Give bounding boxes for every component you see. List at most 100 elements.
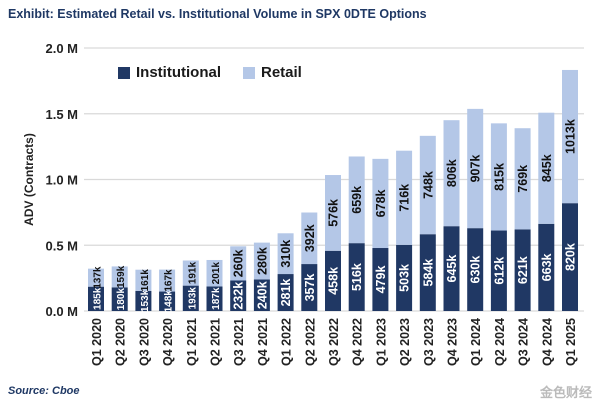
- data-label: 161k: [140, 269, 151, 292]
- data-label: 201k: [211, 262, 222, 285]
- data-label: 180k: [116, 288, 127, 311]
- data-label: 191k: [187, 262, 198, 285]
- y-tick-label: 2.0 M: [45, 41, 78, 56]
- x-tick-label: Q2 2021: [209, 318, 223, 366]
- source-note: Source: Cboe: [8, 385, 80, 397]
- x-tick-label: Q1 2021: [185, 318, 199, 366]
- bar-institutional: [396, 244, 413, 311]
- bar-retail: [277, 233, 294, 275]
- x-tick-label: Q2 2022: [303, 318, 317, 366]
- data-label: 148k: [164, 290, 175, 313]
- bar-institutional: [206, 286, 223, 311]
- bar-institutional: [348, 243, 365, 311]
- bar-retail: [206, 259, 223, 287]
- x-tick-label: Q1 2023: [374, 318, 388, 366]
- bar-institutional: [88, 286, 104, 311]
- data-label: 503k: [398, 264, 412, 292]
- bar-retail: [514, 128, 531, 230]
- legend: Institutional Retail: [118, 64, 302, 81]
- bar-institutional: [230, 280, 247, 311]
- bar-institutional: [159, 291, 176, 311]
- data-label: 663k: [540, 253, 554, 281]
- data-label: 357k: [303, 274, 317, 302]
- bar-institutional: [372, 248, 389, 311]
- x-tick-label: Q3 2021: [232, 318, 246, 366]
- x-tick-label: Q1 2020: [90, 318, 104, 366]
- bar-institutional: [111, 287, 128, 311]
- bar-institutional: [325, 250, 341, 311]
- data-label: 815k: [492, 163, 506, 191]
- legend-item-retail: Retail: [243, 64, 302, 81]
- data-label: 845k: [540, 154, 554, 182]
- data-label: 281k: [279, 279, 293, 307]
- data-label: 659k: [350, 186, 364, 214]
- bar-retail: [348, 156, 365, 244]
- x-tick-label: Q1 2024: [469, 318, 483, 366]
- bar-retail: [230, 246, 247, 281]
- data-label: 159k: [116, 265, 127, 288]
- data-label: 621k: [516, 256, 530, 284]
- data-label: 576k: [327, 199, 341, 227]
- x-tick-label: Q2 2023: [398, 318, 412, 366]
- bar-retail: [88, 268, 104, 287]
- data-label: 153k: [140, 289, 151, 312]
- x-tick-label: Q3 2022: [327, 318, 341, 366]
- data-label: 584k: [421, 259, 435, 287]
- bar-retail: [396, 150, 413, 245]
- data-label: 167k: [164, 269, 175, 292]
- bar-institutional: [443, 226, 460, 311]
- legend-item-institutional: Institutional: [118, 64, 221, 81]
- legend-label: Retail: [261, 64, 302, 81]
- bar-retail: [182, 260, 199, 286]
- bar-institutional: [253, 279, 270, 311]
- x-tick-label: Q4 2021: [256, 318, 270, 366]
- y-axis-label: ADV (Contracts): [22, 133, 36, 226]
- bar-retail: [253, 242, 270, 280]
- x-tick-label: Q3 2020: [137, 318, 151, 366]
- bar-retail: [467, 108, 484, 229]
- data-label: 280k: [255, 247, 269, 275]
- data-label: 232k: [232, 282, 246, 310]
- x-tick-label: Q3 2024: [517, 318, 531, 366]
- x-tick-label: Q2 2020: [114, 318, 128, 366]
- x-tick-label: Q4 2022: [351, 318, 365, 366]
- y-tick-label: 1.5 M: [45, 107, 78, 122]
- bar-retail: [443, 120, 460, 227]
- data-label: 185k: [93, 287, 104, 310]
- bar-institutional: [277, 274, 294, 311]
- data-label: 748k: [421, 171, 435, 199]
- x-tick-label: Q4 2023: [446, 318, 460, 366]
- data-label: 716k: [398, 184, 412, 212]
- legend-swatch: [243, 66, 255, 79]
- x-tick-label: Q4 2024: [540, 318, 554, 366]
- bar-retail: [135, 269, 152, 291]
- bar-retail: [372, 158, 389, 249]
- y-tick-label: 1.0 M: [45, 173, 78, 188]
- data-label: 630k: [469, 256, 483, 284]
- bar-institutional: [182, 285, 199, 311]
- data-label: 392k: [303, 224, 317, 252]
- data-label: 678k: [374, 189, 388, 217]
- bar-institutional: [514, 229, 531, 311]
- data-label: 260k: [232, 249, 246, 277]
- data-label: 769k: [516, 165, 530, 193]
- x-tick-label: Q2 2024: [493, 318, 507, 366]
- x-tick-label: Q4 2020: [161, 318, 175, 366]
- data-label: 187k: [211, 287, 222, 310]
- bar-retail: [301, 212, 318, 265]
- bar-institutional: [301, 264, 318, 311]
- bar-retail: [538, 112, 555, 224]
- data-label: 1013k: [564, 119, 578, 154]
- x-tick-label: Q3 2023: [422, 318, 436, 366]
- bar-retail: [325, 175, 341, 251]
- bar-institutional: [135, 290, 152, 311]
- bar-institutional: [419, 234, 436, 311]
- data-label: 310k: [279, 240, 293, 268]
- bar-institutional: [562, 203, 578, 311]
- data-label: 806k: [445, 159, 459, 187]
- legend-swatch: [118, 66, 130, 79]
- x-tick-label: Q1 2022: [280, 318, 294, 366]
- bar-retail: [562, 69, 578, 204]
